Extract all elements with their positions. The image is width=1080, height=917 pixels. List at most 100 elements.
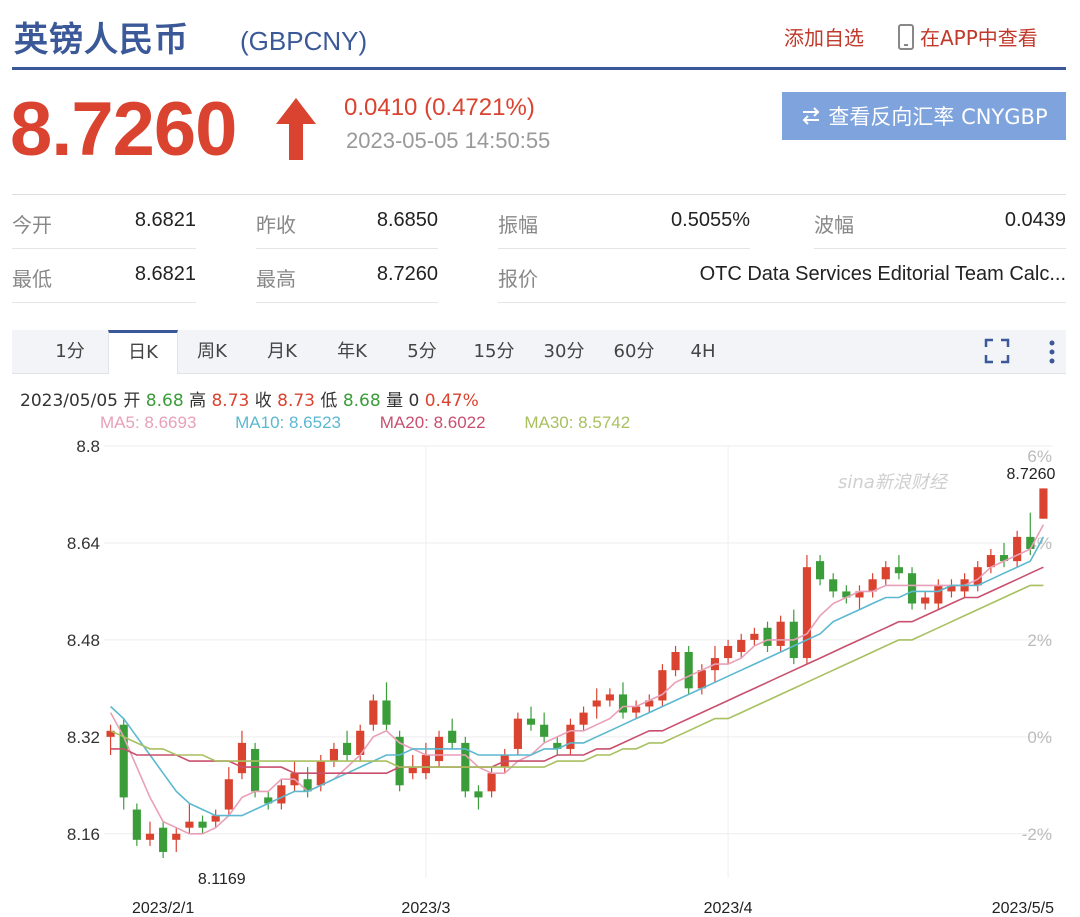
candle-body xyxy=(566,724,575,749)
tab-15min[interactable]: 15分 xyxy=(473,341,515,362)
candle-body xyxy=(251,748,260,792)
candle-body xyxy=(487,773,496,792)
candle-body xyxy=(421,755,430,774)
candle-body xyxy=(855,591,864,598)
y-tick-label: 8.32 xyxy=(67,728,100,747)
quote-timestamp: 2023-05-05 14:50:55 xyxy=(346,128,551,153)
candle-body xyxy=(632,706,641,713)
candle-body xyxy=(369,700,378,725)
x-tick-label: 2023/3 xyxy=(401,900,450,917)
y-tick-label: 8.48 xyxy=(67,631,100,650)
pct-tick-label: -2% xyxy=(1022,825,1052,844)
ma-line-ma10 xyxy=(110,536,1045,817)
reverse-rate-button[interactable]: 查看反向汇率 CNYGBP xyxy=(782,92,1066,140)
candle-body xyxy=(198,821,207,828)
view-in-app-button[interactable]: 在APP中查看 xyxy=(898,22,1038,51)
tab-4h[interactable]: 4H xyxy=(690,341,716,362)
y-tick-label: 8.16 xyxy=(67,825,100,844)
legend-ma10: MA10: 8.6523 xyxy=(235,413,341,432)
candle-body xyxy=(132,809,141,840)
candle-body xyxy=(395,736,404,786)
candle-body xyxy=(342,742,352,755)
tab-daily[interactable]: 日K xyxy=(108,330,178,374)
fullscreen-icon[interactable] xyxy=(984,338,1010,364)
candle-body xyxy=(868,579,877,592)
stat-quote-source: 报价 OTC Data Services Editorial Team Calc… xyxy=(498,249,1066,303)
candle-body xyxy=(947,585,956,592)
candle-body xyxy=(277,785,286,804)
arrow-up-icon xyxy=(276,98,316,160)
candle-body xyxy=(237,742,247,774)
currency-code: (GBPCNY) xyxy=(240,26,368,56)
candle-body xyxy=(973,567,982,586)
candle-body xyxy=(526,718,536,725)
x-tick-label: 2023/2/1 xyxy=(132,900,194,917)
price-annotation: 8.1169 xyxy=(198,871,246,888)
candle-body xyxy=(211,815,220,822)
stats-row: 今开 8.6821 昨收 8.6850 振幅 0.5055% 波幅 0.0439 xyxy=(12,195,1066,249)
tab-monthly[interactable]: 月K xyxy=(267,341,297,362)
candle-body xyxy=(540,724,549,737)
candle-body xyxy=(815,561,825,580)
candle-body xyxy=(145,833,155,840)
candle-body xyxy=(750,633,759,640)
phone-icon xyxy=(898,23,914,50)
chart-period-tabs: 1分 日K 周K 月K 年K 5分 15分 30分 60分 4H xyxy=(12,330,1066,374)
candle-body xyxy=(172,833,181,840)
ma-legend: MA5: 8.6693 MA10: 8.6523 MA20: 8.6022 MA… xyxy=(100,413,664,433)
candle-body xyxy=(408,767,417,774)
page-header: 英镑人民币 (GBPCNY) 添加自选 在APP中查看 xyxy=(12,0,1066,70)
candle-body xyxy=(106,730,115,737)
candle-body xyxy=(934,585,943,604)
candle-body xyxy=(763,627,772,646)
candle-body xyxy=(1026,536,1035,549)
candle-body xyxy=(605,694,614,701)
stats-table: 今开 8.6821 昨收 8.6850 振幅 0.5055% 波幅 0.0439… xyxy=(12,194,1066,303)
view-in-app-label: 在APP中查看 xyxy=(920,26,1038,50)
candle-body xyxy=(842,591,851,598)
tab-5min[interactable]: 5分 xyxy=(407,341,437,362)
tab-yearly[interactable]: 年K xyxy=(337,341,367,362)
candle-body xyxy=(185,821,194,828)
pct-tick-label: 2% xyxy=(1027,631,1052,650)
price-change: 0.0410 (0.4721%) xyxy=(344,94,535,121)
y-tick-label: 8.64 xyxy=(67,534,100,553)
candle-body xyxy=(356,730,365,755)
candle-body xyxy=(329,748,339,762)
x-tick-label: 2023/5/5 xyxy=(992,900,1054,917)
candle-body xyxy=(553,742,562,749)
candle-body xyxy=(671,652,680,671)
candle-body xyxy=(658,670,667,701)
pct-tick-label: 6% xyxy=(1027,447,1052,466)
y-tick-label: 8.8 xyxy=(76,437,100,456)
legend-ma20: MA20: 8.6022 xyxy=(379,413,486,432)
candle-body xyxy=(645,700,654,707)
reverse-rate-label: 查看反向汇率 CNYGBP xyxy=(828,105,1048,129)
candle-body xyxy=(737,639,746,652)
candle-body xyxy=(881,567,890,580)
tab-weekly[interactable]: 周K xyxy=(197,341,227,362)
candle-body xyxy=(579,712,588,725)
stat-range: 波幅 0.0439 xyxy=(814,195,1066,249)
candle-body xyxy=(1039,488,1048,519)
tab-60min[interactable]: 60分 xyxy=(613,341,655,362)
candle-body xyxy=(303,779,312,792)
more-icon[interactable] xyxy=(1042,338,1062,366)
candle-body xyxy=(448,730,457,743)
ohlc-summary: 2023/05/05 开 8.68 高 8.73 收 8.73 低 8.68 量… xyxy=(20,391,479,411)
stat-open: 今开 8.6821 xyxy=(12,195,196,249)
stat-amplitude: 振幅 0.5055% xyxy=(498,195,750,249)
tab-30min[interactable]: 30分 xyxy=(543,341,585,362)
candle-body xyxy=(513,718,522,749)
candle-body xyxy=(474,791,483,798)
candle-body xyxy=(986,555,995,568)
tab-1min[interactable]: 1分 xyxy=(55,341,85,362)
candle-body xyxy=(1013,536,1022,562)
candle-body xyxy=(999,555,1009,562)
legend-ma5: MA5: 8.6693 xyxy=(100,413,197,432)
current-price: 8.7260 xyxy=(10,87,237,172)
swap-icon xyxy=(802,107,820,125)
kline-chart[interactable]: 8.88.648.488.328.166%4%2%0%-2%2023/2/1 20… xyxy=(0,430,1080,917)
legend-ma30: MA30: 8.5742 xyxy=(524,413,631,432)
add-watchlist-button[interactable]: 添加自选 xyxy=(784,26,864,50)
